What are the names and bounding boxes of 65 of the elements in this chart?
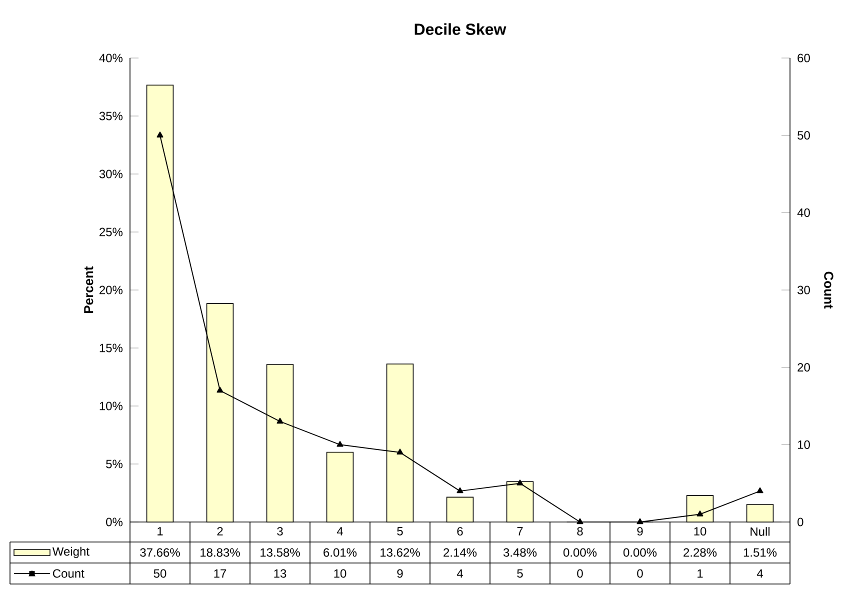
point — [276, 418, 284, 424]
data-label: 50 — [154, 569, 166, 578]
x-tick-label: Null — [750, 527, 770, 536]
x-tick-label: 6 — [457, 527, 463, 536]
data-label: 4 — [756, 569, 763, 578]
x-tick-label: 7 — [517, 527, 523, 536]
x-tick-label: 1 — [158, 527, 163, 536]
data-label: 0.00% — [623, 548, 657, 557]
y2-tick-label: 50 — [798, 131, 810, 140]
y-tick-label: 40% — [99, 54, 123, 62]
data-label: 5 — [517, 569, 523, 578]
data-label: 2.14% — [444, 548, 477, 557]
y-tick-label: 25% — [100, 228, 123, 236]
x-tick-label: 4 — [336, 527, 343, 536]
point — [696, 510, 704, 516]
point — [576, 518, 584, 524]
y-axis-title: Percent — [84, 266, 94, 313]
point — [156, 132, 164, 138]
data-label: 37.66% — [140, 548, 180, 557]
y2-tick-label: 10 — [798, 440, 810, 449]
data-label: 1.51% — [744, 548, 777, 557]
data-label: 13.58% — [260, 548, 300, 557]
x-tick-label: 5 — [397, 527, 403, 536]
data-label: 18.83% — [200, 548, 240, 557]
data-label: 13.62% — [380, 548, 420, 557]
x-tick-label: 3 — [277, 527, 283, 536]
y-tick-label: 10% — [100, 402, 123, 410]
legend-label: Weight — [52, 546, 90, 558]
x-tick-label: 9 — [637, 527, 643, 536]
y2-axis-title: Count — [824, 272, 834, 309]
data-label: 4 — [456, 569, 463, 578]
point — [516, 480, 524, 486]
data-label: 0 — [637, 569, 643, 578]
data-label: 10 — [334, 569, 346, 578]
point — [396, 448, 404, 454]
y-tick-label: 0% — [106, 518, 123, 526]
data-label: 0 — [577, 569, 583, 578]
chart-title: Decile Skew — [414, 23, 506, 35]
y-tick-label: 35% — [99, 112, 123, 120]
y2-tick-label: 0 — [798, 518, 804, 526]
point — [456, 487, 464, 494]
point — [636, 518, 644, 524]
y2-tick-label: 30 — [798, 286, 810, 294]
data-label: 3.48% — [503, 548, 537, 557]
x-tick-label: 8 — [577, 527, 583, 536]
point — [216, 386, 224, 393]
data-label: 6.01% — [324, 548, 357, 557]
data-label: 13 — [274, 569, 286, 578]
data-label: 17 — [214, 569, 226, 578]
x-tick-label: 2 — [217, 527, 223, 536]
y-tick-label: 30% — [99, 170, 123, 178]
x-tick-label: 10 — [694, 527, 706, 536]
y2-tick-label: 60 — [798, 54, 810, 62]
point — [756, 487, 764, 494]
y-tick-label: 5% — [106, 460, 123, 468]
data-label: 9 — [397, 569, 403, 578]
point — [336, 440, 344, 447]
data-label: 1 — [698, 569, 703, 578]
y-tick-label: 15% — [100, 344, 123, 352]
data-label: 0.00% — [563, 548, 597, 557]
y2-tick-label: 20 — [798, 363, 810, 372]
y2-tick-label: 40 — [797, 208, 810, 217]
y-tick-label: 20% — [100, 286, 123, 294]
data-label: 2.28% — [684, 548, 717, 557]
legend-label: Count — [52, 569, 84, 578]
